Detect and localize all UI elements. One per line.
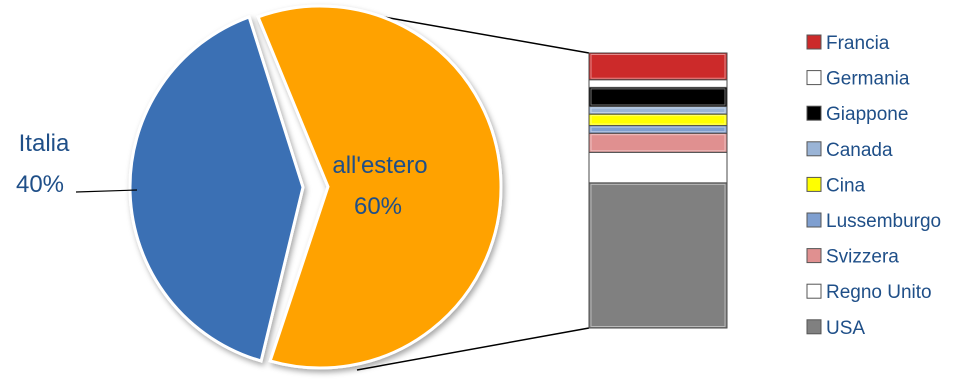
legend-label-cina: Cina bbox=[826, 175, 866, 196]
legend-label-usa: USA bbox=[826, 318, 865, 339]
bar-segment-usa bbox=[588, 182, 728, 329]
bar-segment-regno-unito bbox=[588, 151, 728, 184]
bar-segment-bevel-usa bbox=[590, 183, 726, 327]
pie-value-italia: 40% bbox=[16, 171, 64, 198]
legend-swatch-lussemburgo bbox=[806, 212, 822, 228]
pie-slice-italia bbox=[128, 14, 305, 363]
bar-segment-giappone bbox=[588, 86, 728, 107]
legend-label-lussemburgo: Lussemburgo bbox=[826, 211, 941, 232]
leader-line-italia bbox=[75, 189, 138, 193]
bar-segment-bevel-giappone bbox=[590, 88, 726, 106]
legend: Francia Germania Giappone Canada Cina Lussemb… bbox=[806, 33, 941, 339]
legend-label-giappone: Giappone bbox=[826, 104, 908, 125]
legend-label-canada: Canada bbox=[826, 140, 893, 161]
bar-segment-bevel-cina bbox=[590, 115, 726, 125]
legend-swatch-giappone bbox=[806, 105, 822, 121]
pie-label-italia: Italia bbox=[19, 130, 70, 157]
bar-segment-francia bbox=[588, 52, 728, 81]
pie-label-estero: all'estero bbox=[332, 152, 427, 179]
legend-swatch-regno-unito bbox=[806, 283, 822, 299]
legend-label-francia: Francia bbox=[826, 33, 890, 54]
pie-slice-all-estero bbox=[256, 4, 503, 370]
legend-swatch-germania bbox=[806, 70, 822, 86]
legend-swatch-usa bbox=[806, 319, 822, 335]
bar-segment-bevel-svizzera bbox=[590, 134, 726, 152]
pie-labels: Italia 40% all'estero 60% bbox=[16, 130, 428, 220]
bar-segment-bevel-germania bbox=[590, 80, 726, 87]
connector-line-bottom bbox=[356, 327, 590, 371]
stacked-bar-group bbox=[588, 52, 728, 329]
legend-swatch-canada bbox=[806, 141, 822, 157]
legend-swatch-francia bbox=[806, 34, 822, 50]
bar-segment-bevel-regno-unito bbox=[590, 153, 726, 182]
legend-swatch-cina bbox=[806, 176, 822, 192]
bar-segment-bevel-francia bbox=[590, 54, 726, 79]
pie-value-estero: 60% bbox=[354, 193, 402, 220]
legend-label-svizzera: Svizzera bbox=[826, 247, 899, 268]
bar-segment-bevel-canada bbox=[590, 107, 726, 114]
bar-segment-bevel-lussemburgo bbox=[590, 126, 726, 133]
legend-label-germania: Germania bbox=[826, 69, 910, 90]
bar-segment-svizzera bbox=[588, 132, 728, 153]
legend-swatch-svizzera bbox=[806, 248, 822, 264]
legend-label-regno-unito: Regno Unito bbox=[826, 282, 932, 303]
pie-group bbox=[128, 4, 503, 370]
